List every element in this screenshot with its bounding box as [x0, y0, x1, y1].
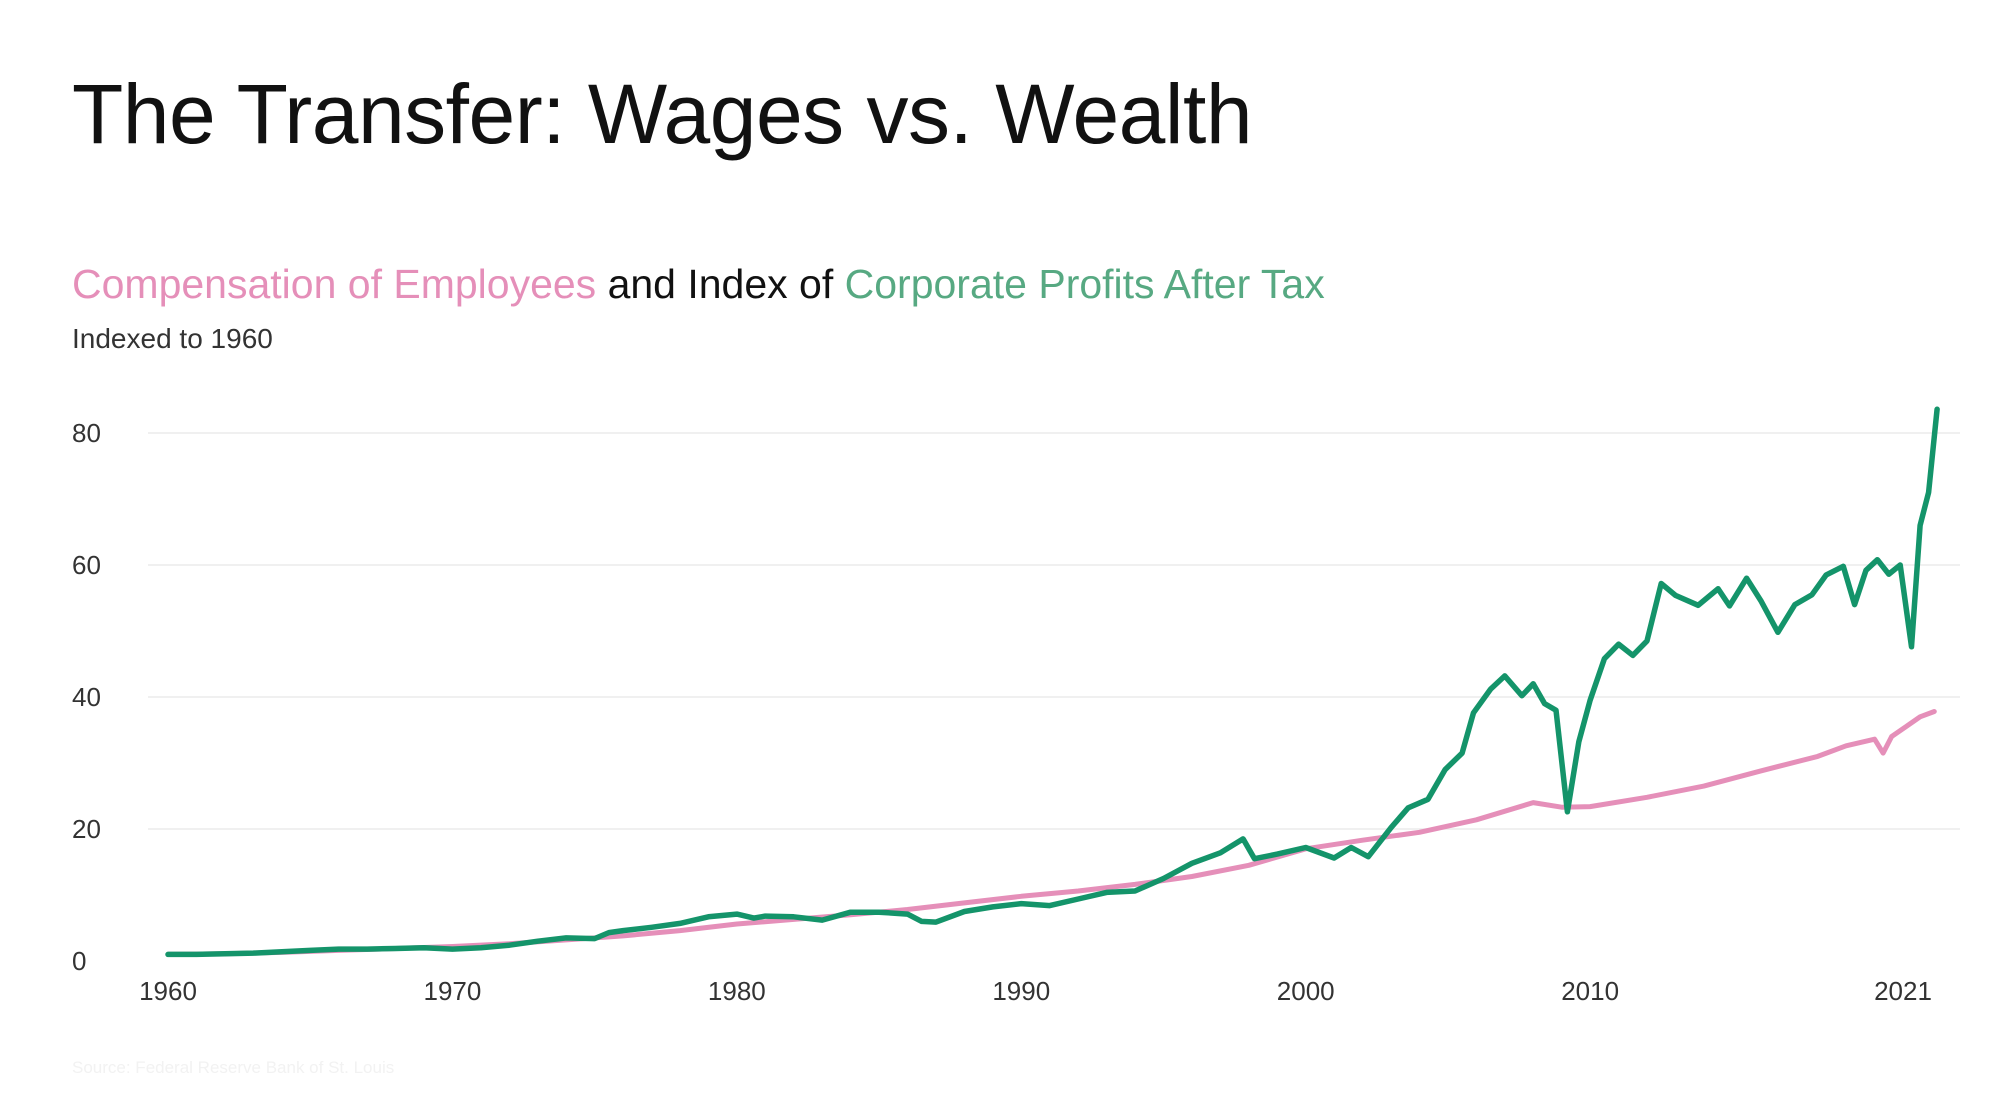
compensation-series-line	[165, 709, 1937, 957]
profits-series-label: Corporate Profits After Tax	[844, 261, 1325, 307]
compensation-series-label: Compensation of Employees	[72, 261, 597, 307]
chart-subtitle: Indexed to 1960	[72, 323, 273, 354]
y-tick-label: 20	[72, 814, 101, 844]
y-tick-label: 80	[72, 418, 101, 448]
y-tick-label: 40	[72, 682, 101, 712]
heading-joiner-text: and Index of	[596, 261, 845, 307]
page-title: The Transfer: Wages vs. Wealth	[72, 67, 1253, 161]
y-tick-label: 0	[72, 946, 86, 976]
x-tick-label: 1980	[708, 976, 766, 1006]
x-tick-label: 2010	[1561, 976, 1619, 1006]
x-tick-label: 1970	[424, 976, 482, 1006]
x-tick-label: 2000	[1277, 976, 1335, 1006]
x-tick-label: 1960	[139, 976, 197, 1006]
x-tick-label: 1990	[992, 976, 1050, 1006]
x-tick-label: 2021	[1874, 976, 1932, 1006]
profits-series-line	[165, 406, 1940, 958]
y-tick-label: 60	[72, 550, 101, 580]
source-note: Source: Federal Reserve Bank of St. Loui…	[72, 1058, 395, 1077]
chart-heading: Compensation of Employees and Index of C…	[72, 261, 1325, 307]
